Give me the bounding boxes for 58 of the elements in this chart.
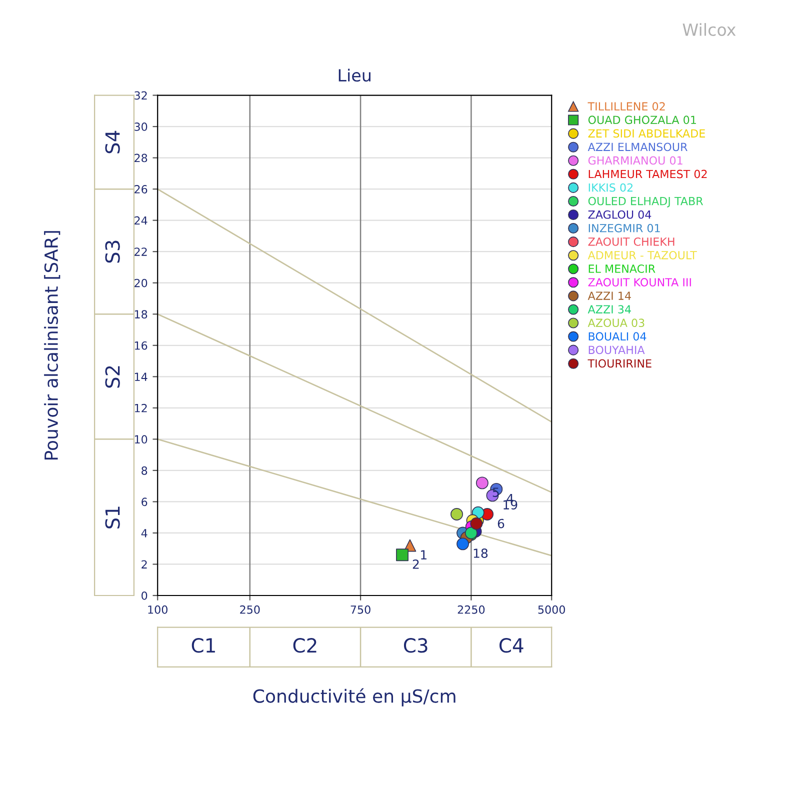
legend-label: ZAOUIT KOUNTA III [588,278,691,286]
text: S1 [105,506,120,528]
y-tick-label: 16 [134,341,148,350]
y-tick-label: 20 [134,278,148,288]
annotation: 18 [474,548,488,558]
chart-title: Lieu [338,68,370,82]
y-tick-label: 18 [134,310,148,319]
legend-label: AZOUA 03 [588,318,644,328]
legend-label: TIOURIRINE [588,359,652,368]
y-tick-label: 14 [134,372,148,381]
legend-label: AZZI 14 [588,292,631,300]
legend-label: ZAGLOU 04 [588,210,652,219]
text: S2 [105,366,120,388]
x-tick-label: 250 [240,605,260,614]
legend-label: OUAD GHOZALA 01 [588,116,696,124]
legend-label: ZAOUIT CHIEKH [588,237,674,246]
legend-label: BOUALI 04 [588,332,646,341]
annotation: 1 [421,550,426,560]
legend-label: INZEGMIR 01 [588,224,660,232]
text: C2 [293,638,316,653]
y-tick-label: 10 [134,435,148,444]
legend-label: OULED ELHADJ TABR [588,196,704,208]
y-tick-label: 12 [134,404,147,412]
legend-label: BOUYAHIA [588,346,645,354]
x-tick-label: 100 [148,605,168,614]
legend-label: IKKIS 02 [588,183,632,192]
x-tick-label: 2250 [458,605,485,614]
y-tick-label: 8 [142,466,148,475]
y-tick-label: 4 [141,529,148,538]
text: C3 [404,638,428,653]
legend-label: EL MENACIR [588,264,656,273]
text: Wilcox [682,23,736,36]
text: C4 [500,638,524,653]
annotation: 2 [412,559,419,569]
legend-label: ZET SIDI ABDELKADE [588,129,705,138]
legend-label: AZZI 34 [588,305,631,314]
legend-label: AZZI ELMANSOUR [588,142,688,152]
x-tick-label: 5000 [538,605,565,614]
y-tick-label: 26 [134,185,148,194]
text: S3 [105,240,120,263]
y-tick-label: 24 [134,216,148,225]
text: C1 [192,638,215,653]
legend-label: LAHMEUR TAMEST 02 [588,170,707,178]
y-tick-label: 0 [142,591,148,600]
y-tick-label: 32 [134,91,147,100]
y-tick-label: 22 [134,248,147,256]
y-tick-label: 2 [142,560,147,568]
y-tick-label: 6 [142,498,148,506]
x-tick-label: 750 [350,605,370,614]
legend-label: ADMEUR - TAZOULT [588,250,697,260]
y-tick-label: 28 [134,154,148,162]
text: S4 [105,130,120,154]
x-axis-title: Conductivité en µS/cm [253,688,456,706]
y-tick-label: 30 [134,122,148,131]
legend-label: GHARMIANOU 01 [588,156,682,165]
legend-label: TILLILLENE 02 [588,102,665,111]
annotation: 6 [498,518,504,528]
y-axis-title: Pouvoir alcalinisant [SAR] [44,231,60,460]
